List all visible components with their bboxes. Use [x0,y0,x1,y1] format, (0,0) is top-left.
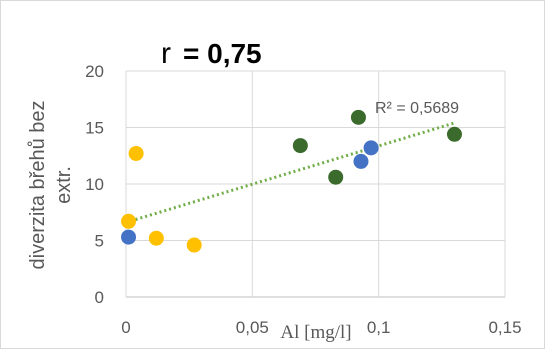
trendline-group [125,121,455,224]
y-tick-label: 15 [85,119,104,138]
y-axis-label-line2: extr. [53,166,75,204]
data-point [121,229,137,245]
data-point [350,109,366,125]
x-tick-label: 0,1 [367,318,391,337]
data-point [186,237,202,253]
data-point [328,169,344,185]
x-tick-label: 0,05 [236,318,269,337]
data-point [121,213,137,229]
x-tick-label: 0 [121,318,130,337]
data-point [292,138,308,154]
y-tick-label: 0 [95,288,104,307]
x-tick-label: 0,15 [488,318,521,337]
data-point [363,140,379,156]
data-point [353,153,369,169]
data-point [148,230,164,246]
r-squared-annotation: R² = 0,5689 [375,100,459,117]
y-tick-label: 5 [95,232,104,251]
data-point [128,145,144,161]
chart-title: r = 0,75 [161,37,262,70]
data-point [446,126,462,142]
data-points [121,109,462,253]
chart-title-value: = 0,75 [183,38,262,69]
tick-labels: 0 5 10 15 20 0 0,05 0,1 0,15 [85,62,521,337]
y-axis-label-line1: diverzita břehů bez [27,101,49,270]
y-tick-label: 20 [85,62,104,81]
trendline [125,121,455,224]
y-tick-label: 10 [85,175,104,194]
x-axis-label: Al [mg/l] [280,322,351,343]
chart-title-prefix: r [161,37,171,70]
